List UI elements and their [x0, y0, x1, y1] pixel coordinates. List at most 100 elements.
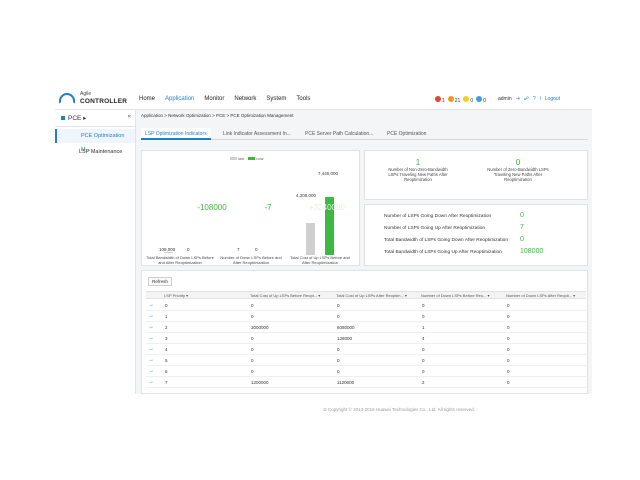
alarm-critical-icon: [435, 96, 441, 102]
table-cell: 3000000: [251, 325, 269, 330]
nav-system[interactable]: System: [266, 96, 287, 102]
expand-row-icon[interactable]: →: [148, 302, 154, 308]
user-group-icon[interactable]: ☍: [523, 96, 529, 102]
table-cell: 0: [337, 303, 340, 308]
table-cell: 7: [165, 380, 168, 385]
table-row[interactable]: → 1 0 0 0 0: [146, 311, 586, 322]
user-tools: admin ⇥ ☍ ? i Logout: [498, 96, 560, 102]
info-icon[interactable]: i: [539, 96, 541, 102]
lsp-priority-table-card: Refresh LSP Priority ▾ Total Cost of Up …: [141, 270, 588, 394]
alarm-minor[interactable]: 0: [463, 96, 473, 104]
nav-tools[interactable]: Tools: [296, 96, 311, 102]
logo[interactable]: Agile CONTROLLER: [59, 91, 127, 108]
expand-row-icon[interactable]: →: [148, 379, 154, 385]
table-cell: 0: [251, 303, 254, 308]
footer-copyright: ✿ Copyright © 2013-2016 Huawei Technolog…: [323, 407, 475, 412]
summary-value-bandwidth-up: 108000: [520, 248, 544, 255]
table-cell: 0: [507, 369, 510, 374]
column-cost-up-after[interactable]: Total Cost of Up LSPs After Reoptim... ▾: [336, 293, 407, 298]
table-cell: 0: [422, 303, 425, 308]
table-cell: 0: [337, 369, 340, 374]
table-row[interactable]: → 2 3000000 6080000 1 0: [146, 322, 586, 333]
huawei-logo-icon: ✿: [323, 407, 329, 412]
expand-row-icon[interactable]: →: [148, 368, 154, 374]
sidebar-header: PCE ▸ «: [55, 110, 135, 127]
table-cell: 6: [165, 369, 168, 374]
tab-lsp-optimization-indicators[interactable]: LSP Optimization Indicators: [141, 128, 211, 140]
dropdown-icon[interactable]: ▸: [81, 115, 87, 122]
table-cell: 0: [507, 336, 510, 341]
lsp-chart-card: last now -108000 108,000 0 Total Bandwid…: [141, 150, 360, 266]
nav-monitor[interactable]: Monitor: [204, 96, 225, 102]
table-cell: 0: [251, 336, 254, 341]
tab-pce-server-path[interactable]: PCE Server Path Calculation...: [305, 131, 374, 137]
column-down-after[interactable]: Number of Down LSPs After Reopti... ▾: [506, 293, 576, 298]
table-cell: 3: [165, 336, 168, 341]
caption-bandwidth-down: Total Bandwidth of Down LSPs Before and …: [146, 255, 214, 265]
help-icon[interactable]: ?: [532, 96, 536, 102]
expand-row-icon[interactable]: →: [148, 346, 154, 352]
table-row[interactable]: → 7 1200000 1120000 2 0: [146, 377, 586, 388]
summary-value-bandwidth-down: 0: [520, 236, 524, 243]
logo-icon: [59, 93, 75, 104]
nav-network[interactable]: Network: [234, 96, 257, 102]
sidebar-item-lsp-maintenance[interactable]: LSP Maintenance: [79, 149, 123, 155]
top-bar: Agile CONTROLLER Home Application Monito…: [55, 88, 592, 110]
chart-diff-cost-up: +3240000: [309, 203, 345, 212]
summary-value-lsps-up: 7: [520, 224, 524, 231]
collapse-icon[interactable]: «: [127, 114, 131, 120]
expand-row-icon[interactable]: →: [148, 335, 154, 341]
refresh-button[interactable]: Refresh: [148, 277, 172, 286]
nav-home[interactable]: Home: [139, 96, 156, 102]
chart-diff-lsps-down: -7: [264, 203, 272, 212]
alarm-minor-icon: [463, 96, 470, 102]
expand-row-icon[interactable]: →: [148, 324, 154, 330]
reoptimization-summary-card: Number of LSPs Going Down After Reoptimi…: [364, 204, 588, 266]
column-lsp-priority[interactable]: LSP Priority ▾: [164, 293, 189, 298]
bar-last-bandwidth-down: [164, 252, 173, 253]
table-row[interactable]: → 4 0 0 0 0: [146, 344, 586, 355]
table-row[interactable]: → 5 0 0 0 0: [146, 355, 586, 366]
table-cell: 1: [165, 314, 168, 319]
table-row[interactable]: → 6 0 0 0 0: [146, 366, 586, 377]
alarm-major[interactable]: 21: [447, 96, 460, 104]
sidebar-title[interactable]: PCE: [68, 115, 82, 122]
switch-user-icon[interactable]: ⇥: [515, 96, 520, 102]
column-cost-up-before[interactable]: Total Cost of Up LSPs Before Reopt... ▾: [250, 293, 321, 298]
table-cell: 0: [251, 358, 254, 363]
tab-pce-optimization[interactable]: PCE Optimization: [387, 131, 427, 137]
legend-last-swatch: [230, 157, 237, 160]
table-cell: 0: [422, 314, 425, 319]
summary-label-lsps-up: Number of LSPs Going Up After Reoptimiza…: [384, 226, 486, 231]
legend-now[interactable]: now: [248, 156, 264, 161]
breadcrumb: Application > Network Optimization > PCE…: [141, 113, 294, 118]
alarm-critical[interactable]: 1: [435, 96, 445, 104]
table-cell: 0: [422, 358, 425, 363]
logo-text-agile: Agile: [80, 91, 92, 97]
table-cell: 5: [165, 358, 168, 363]
user-name[interactable]: admin: [498, 96, 512, 102]
sidebar: PCE ▸ « PCE Optimization M... LSP Mainte…: [55, 110, 136, 394]
nonzero-bandwidth-stat: 1 Number of Non-Zero-Bandwidth LSPs Trav…: [383, 158, 453, 182]
expand-row-icon[interactable]: →: [148, 313, 154, 319]
nonzero-bandwidth-label: Number of Non-Zero-Bandwidth LSPs Travel…: [388, 167, 448, 182]
table-cell: 1120000: [337, 380, 355, 385]
tab-link-indicator[interactable]: Link Indicator Assessment In...: [223, 131, 291, 137]
column-down-before[interactable]: Number of Down LSPs Before Reo... ▾: [421, 293, 490, 298]
sidebar-item-pce-optimization[interactable]: PCE Optimization M...: [55, 129, 135, 153]
table-row[interactable]: → 3 0 128000 4 0: [146, 333, 586, 344]
legend-last[interactable]: last: [230, 156, 244, 161]
table-cell: 2: [422, 380, 425, 385]
logout-link[interactable]: Logout: [544, 96, 561, 102]
alarm-major-icon: [447, 96, 454, 102]
expand-row-icon[interactable]: →: [148, 357, 154, 363]
table-cell: 0: [507, 303, 510, 308]
nav-application[interactable]: Application: [165, 96, 195, 102]
table-row[interactable]: → 0 0 0 0 0: [146, 300, 586, 311]
alarm-warning[interactable]: 0: [476, 96, 486, 104]
caption-cost-up: Total Cost of Up LSPs Before and After R…: [290, 255, 350, 265]
table-cell: 0: [251, 369, 254, 374]
chart-last-lsps-down: 7: [237, 247, 240, 252]
app-window: Agile CONTROLLER Home Application Monito…: [55, 88, 592, 412]
chart-legend: last now: [230, 156, 264, 161]
